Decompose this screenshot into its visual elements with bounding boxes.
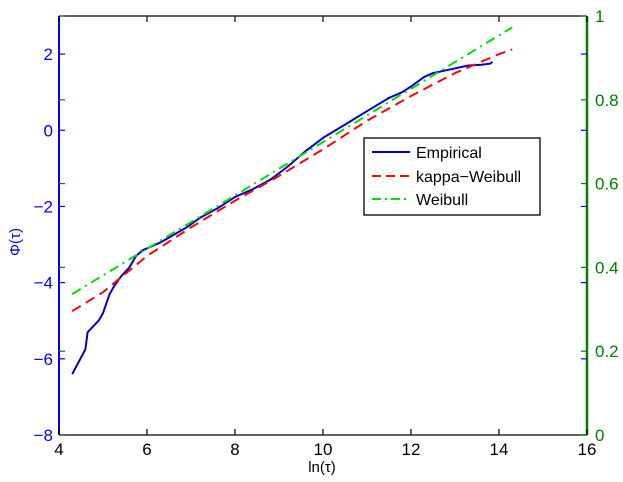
y-tick-label-right: 0.4: [595, 258, 619, 277]
y-tick-label-left: −2: [34, 197, 53, 216]
y-tick-label-left: −6: [34, 350, 53, 369]
x-tick-label: 14: [490, 440, 509, 459]
legend: Empirical kappa−Weibull Weibull: [363, 137, 541, 216]
y-tick-label-right: 0.2: [595, 342, 619, 361]
y-tick-label-left: 2: [44, 45, 53, 64]
y-tick-label-right: 0: [595, 426, 604, 445]
legend-label-empirical: Empirical: [416, 145, 482, 162]
series-empirical: [71, 60, 494, 375]
y-axis-label: Φ(τ): [7, 228, 24, 256]
legend-label-weibull: Weibull: [416, 192, 468, 209]
x-tick-label: 12: [402, 440, 421, 459]
x-tick-label: 10: [314, 440, 333, 459]
plot-area: [58, 15, 589, 436]
x-axis-label: ln(τ): [308, 459, 336, 476]
series-weibull: [71, 26, 513, 295]
y-tick-label-right: 0.8: [595, 91, 619, 110]
ticks-layer: 4 6 8 10 12 14 16 −8 −6 −4 −2 0 2 0 0.2 0.4 0.6 0.8 1: [34, 7, 619, 459]
y-tick-label-right: 1: [595, 7, 604, 26]
y-tick-label-left: −8: [34, 426, 53, 445]
y-tick-label-right: 0.6: [595, 175, 619, 194]
legend-label-kappa-weibull: kappa−Weibull: [416, 169, 521, 186]
series-kappa-weibull: [71, 48, 513, 313]
y-tick-label-left: −4: [34, 274, 53, 293]
x-tick-label: 16: [578, 440, 597, 459]
x-tick-label: 6: [142, 440, 151, 459]
x-tick-label: 4: [54, 440, 63, 459]
series-layer: [71, 26, 513, 375]
y-tick-label-left: 0: [44, 121, 53, 140]
x-tick-label: 8: [230, 440, 239, 459]
